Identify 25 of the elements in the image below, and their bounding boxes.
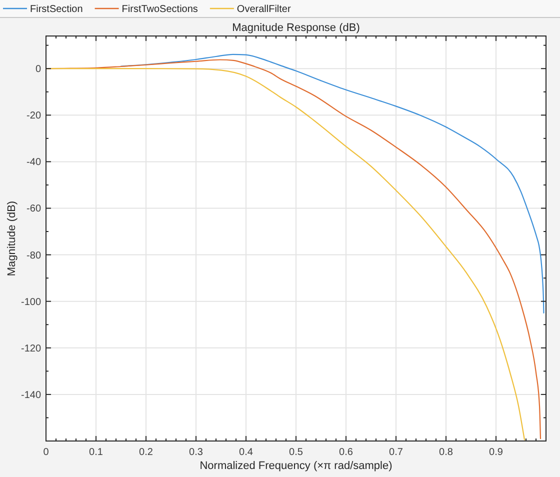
x-tick-label: 0.6: [339, 447, 354, 458]
x-tick-label: 0.7: [389, 447, 404, 458]
line-series: [120, 54, 544, 314]
chart-title: Magnitude Response (dB): [232, 22, 360, 34]
y-tick-label: -80: [26, 250, 42, 262]
x-tick-label: 0: [43, 447, 50, 458]
y-tick-label: -140: [20, 390, 42, 401]
x-tick-label: 0.9: [489, 447, 504, 458]
x-tick-label: 0.3: [189, 447, 204, 458]
x-tick-label: 0.2: [139, 447, 154, 458]
y-tick-label: -40: [26, 157, 42, 168]
legend-label: FirstSection: [30, 4, 83, 15]
x-tick-label: 0.8: [439, 447, 454, 458]
y-tick-label: -100: [20, 296, 42, 308]
x-tick-label: 0.1: [89, 447, 104, 458]
x-tick-label: 0.5: [289, 447, 304, 458]
y-tick-label: -20: [26, 110, 42, 122]
legend-label: FirstTwoSections: [122, 4, 198, 15]
x-axis-title: Normalized Frequency (×π rad/sample): [200, 460, 392, 472]
legend-label: OverallFilter: [236, 4, 292, 15]
y-axis-title: Magnitude (dB): [6, 200, 18, 276]
y-tick-label: 0: [35, 64, 42, 76]
y-tick-label: -120: [20, 343, 42, 354]
y-tick-label: -60: [26, 204, 42, 215]
x-tick-label: 0.4: [239, 447, 254, 458]
